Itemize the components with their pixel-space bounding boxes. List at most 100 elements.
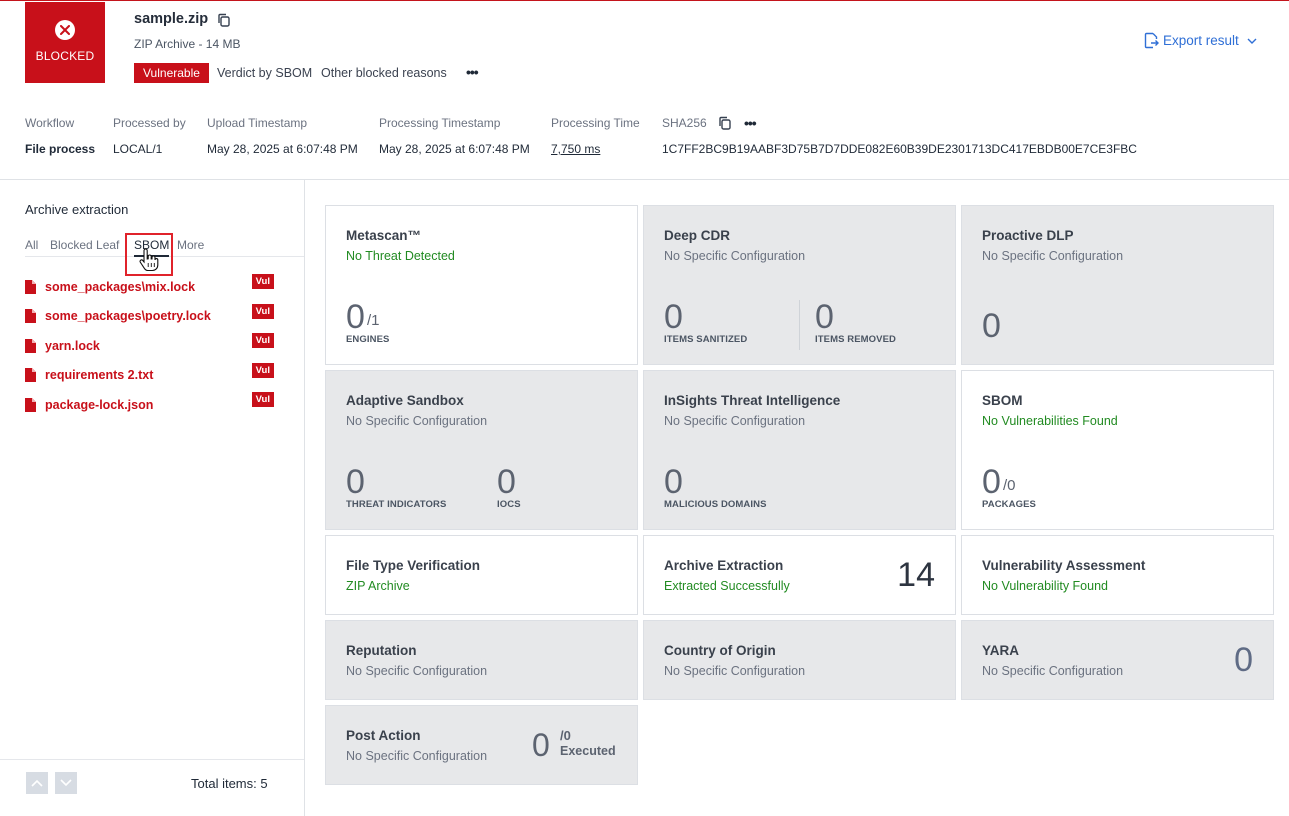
other-blocked-reasons[interactable]: Other blocked reasons (321, 66, 447, 80)
meta-key: Processed by (113, 116, 186, 130)
file-name: requirements 2.txt (45, 368, 154, 383)
panel-divider (304, 180, 305, 816)
file-name: some_packages\poetry.lock (45, 309, 211, 324)
card-status: No Specific Configuration (664, 414, 806, 428)
file-item[interactable]: some_packages\mix.lock Vul (25, 272, 275, 302)
export-result-button[interactable]: Export result (1144, 32, 1257, 49)
post-action-total: /0 (560, 728, 571, 743)
card-status: No Specific Configuration (982, 249, 1124, 263)
meta-key: SHA256 (662, 116, 707, 130)
packages-total: /0 (1003, 477, 1016, 494)
tab-all[interactable]: All (25, 238, 39, 252)
export-file-icon (1144, 32, 1159, 49)
card-post-action[interactable]: Post Action No Specific Configuration 0 … (325, 705, 638, 785)
yara-count: 0 (1234, 641, 1253, 679)
file-icon (25, 279, 36, 294)
vul-badge: Vul (251, 392, 274, 407)
file-item[interactable]: package-lock.json Vul (25, 390, 275, 420)
copy-sha-icon[interactable] (718, 116, 732, 135)
header-divider (0, 179, 1289, 180)
card-title: File Type Verification (346, 558, 481, 573)
card-yara[interactable]: YARA No Specific Configuration 0 (961, 620, 1274, 700)
card-title: Country of Origin (664, 643, 776, 658)
export-result-label: Export result (1163, 33, 1239, 48)
file-name: sample.zip (134, 11, 209, 27)
iocs-count: 0 (497, 463, 516, 501)
more-options-icon[interactable]: ••• (466, 64, 479, 80)
meta-key: Workflow (25, 116, 75, 130)
malicious-domains-count: 0 (664, 463, 683, 501)
meta-processing-time: Processing Time 7,750 ms (551, 116, 640, 156)
vul-badge: Vul (251, 333, 274, 348)
threat-indicators-count: 0 (346, 463, 365, 501)
packages-caption: PACKAGES (982, 499, 1036, 510)
card-title: Deep CDR (664, 228, 731, 243)
card-status: No Specific Configuration (346, 414, 488, 428)
meta-key: Processing Timestamp (379, 116, 501, 130)
chevron-up-icon (31, 779, 43, 787)
post-action-count: 0 (532, 727, 550, 763)
card-title: Vulnerability Assessment (982, 558, 1146, 573)
archive-tabs: All Blocked Leaf SBOM More (25, 238, 304, 257)
file-icon (25, 309, 36, 324)
card-status: No Specific Configuration (664, 249, 806, 263)
meta-workflow: Workflow File process (25, 116, 95, 156)
card-deep-cdr[interactable]: Deep CDR No Specific Configuration 0 ITE… (643, 205, 956, 365)
processing-time-link[interactable]: 7,750 ms (551, 142, 601, 156)
meta-key: Upload Timestamp (207, 116, 308, 130)
meta-sha256: SHA256 1C7FF2BC9B19AABF3D75B7D7DDE082E60… (662, 116, 1137, 156)
card-country-of-origin[interactable]: Country of Origin No Specific Configurat… (643, 620, 956, 700)
close-circle-icon (55, 20, 75, 40)
copy-icon[interactable] (217, 13, 231, 32)
meta-processing-timestamp: Processing Timestamp May 28, 2025 at 6:0… (379, 116, 530, 156)
blocked-status-tile: BLOCKED (25, 2, 105, 83)
card-status: No Specific Configuration (346, 749, 488, 763)
card-sbom[interactable]: SBOM No Vulnerabilities Found 0 /0 PACKA… (961, 370, 1274, 530)
file-icon (25, 397, 36, 412)
file-item[interactable]: yarn.lock Vul (25, 331, 275, 361)
items-removed-count: 0 (815, 298, 834, 336)
vul-badge: Vul (251, 303, 274, 319)
items-sanitized-caption: ITEMS SANITIZED (664, 334, 748, 345)
tab-more[interactable]: More (177, 238, 205, 252)
post-action-executed: Executed (560, 744, 616, 758)
tab-highlight-box (125, 233, 173, 276)
vulnerable-badge: Vulnerable (134, 63, 209, 83)
card-status: No Specific Configuration (982, 664, 1124, 678)
card-archive-extraction[interactable]: Archive Extraction Extracted Successfull… (643, 535, 956, 615)
card-insights-threat-intelligence[interactable]: InSights Threat Intelligence No Specific… (643, 370, 956, 530)
file-item[interactable]: requirements 2.txt Vul (25, 361, 275, 391)
card-proactive-dlp[interactable]: Proactive DLP No Specific Configuration … (961, 205, 1274, 365)
packages-count: 0 (982, 463, 1001, 501)
sha-more-icon[interactable]: ••• (744, 115, 757, 131)
card-metascan[interactable]: Metascan™ No Threat Detected 0 /1 ENGINE… (325, 205, 638, 365)
card-title: YARA (982, 643, 1020, 658)
page-down-button[interactable] (55, 772, 77, 794)
verdict-text: Verdict by SBOM (217, 66, 313, 80)
file-item[interactable]: some_packages\poetry.lock Vul (25, 302, 275, 332)
card-reputation[interactable]: Reputation No Specific Configuration (325, 620, 638, 700)
card-title: Post Action (346, 728, 421, 743)
card-file-type-verification[interactable]: File Type Verification ZIP Archive (325, 535, 638, 615)
file-name: package-lock.json (45, 397, 154, 412)
metric-divider (799, 300, 800, 350)
card-vulnerability-assessment[interactable]: Vulnerability Assessment No Vulnerabilit… (961, 535, 1274, 615)
page-up-button[interactable] (26, 772, 48, 794)
meta-value: LOCAL/1 (113, 142, 163, 156)
card-title: Reputation (346, 643, 417, 658)
sha256-value: 1C7FF2BC9B19AABF3D75B7D7DDE082E60B39DE23… (662, 142, 1137, 156)
card-adaptive-sandbox[interactable]: Adaptive Sandbox No Specific Configurati… (325, 370, 638, 530)
meta-value: May 28, 2025 at 6:07:48 PM (207, 142, 358, 156)
card-title: Archive Extraction (664, 558, 784, 573)
card-status: No Specific Configuration (346, 664, 488, 678)
file-type-size: ZIP Archive - 14 MB (134, 37, 241, 51)
card-title: Proactive DLP (982, 228, 1074, 243)
chevron-down-icon (1247, 38, 1257, 44)
meta-upload-timestamp: Upload Timestamp May 28, 2025 at 6:07:48… (207, 116, 358, 156)
malicious-domains-caption: MALICIOUS DOMAINS (664, 499, 767, 510)
tab-blocked-leaf[interactable]: Blocked Leaf (50, 238, 120, 252)
threat-indicators-caption: THREAT INDICATORS (346, 499, 447, 510)
archive-extraction-title: Archive extraction (25, 202, 129, 217)
extracted-count: 14 (897, 556, 935, 594)
file-icon (25, 338, 36, 353)
